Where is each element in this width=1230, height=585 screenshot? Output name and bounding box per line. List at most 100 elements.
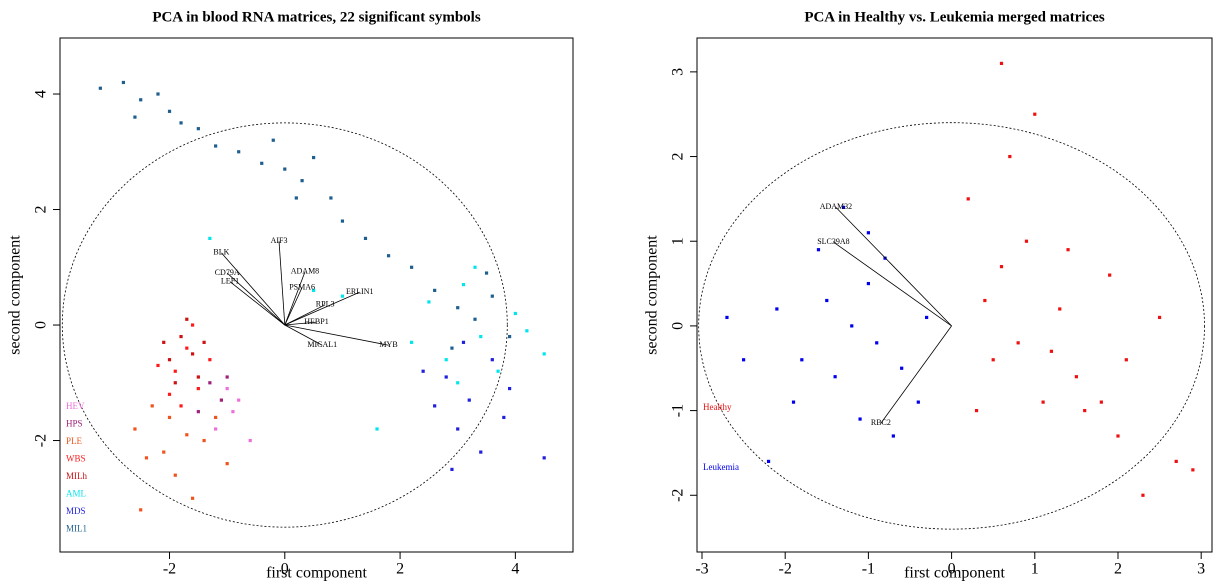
point: [271, 138, 275, 142]
y-tick-label: 2: [670, 153, 687, 161]
point: [825, 298, 829, 303]
point: [260, 161, 264, 165]
point: [340, 219, 345, 223]
point: [1083, 408, 1087, 413]
point: [866, 231, 870, 235]
point: [916, 400, 920, 404]
point: [525, 329, 529, 333]
point: [185, 317, 189, 321]
point: [444, 358, 448, 362]
loading-label: RPL3: [316, 300, 335, 309]
loading-arrow: [835, 207, 952, 327]
point: [375, 427, 379, 431]
point: [1024, 239, 1029, 243]
loading-arrow: [284, 287, 303, 326]
loading-arrow: [226, 272, 286, 326]
point: [167, 358, 172, 362]
point: [196, 386, 200, 391]
point: [741, 358, 746, 362]
point: [294, 196, 298, 200]
y-tick-label: -2: [670, 489, 687, 502]
point: [410, 340, 414, 344]
point: [225, 462, 229, 466]
point: [162, 450, 166, 454]
point: [139, 98, 143, 102]
point: [1016, 341, 1020, 345]
point: [841, 205, 846, 209]
point: [966, 197, 970, 201]
point: [208, 358, 212, 362]
point: [542, 352, 546, 356]
point: [473, 265, 477, 269]
point: [214, 415, 218, 420]
chart-title: PCA in blood RNA matrices, 22 significan…: [152, 9, 481, 25]
point: [300, 179, 304, 183]
loading-label: ERLIN1: [346, 287, 374, 296]
legend-label: HEV: [66, 401, 85, 411]
point: [507, 386, 512, 391]
point: [179, 121, 183, 125]
point: [490, 358, 494, 362]
point: [450, 467, 454, 472]
point: [444, 375, 448, 379]
point: [456, 306, 460, 310]
loading-label: LEF1: [221, 277, 239, 286]
loading-arrow: [278, 241, 286, 326]
point: [725, 315, 729, 320]
plot-area: [725, 61, 1195, 497]
point: [513, 311, 517, 316]
point: [1108, 273, 1112, 277]
point: [196, 127, 200, 131]
point: [433, 288, 437, 292]
point: [833, 375, 837, 379]
point: [1141, 493, 1145, 497]
point: [484, 271, 489, 275]
point: [248, 438, 252, 443]
point: [173, 473, 177, 477]
x-tick-label: -2: [779, 561, 792, 578]
point: [974, 408, 979, 413]
point: [816, 248, 821, 252]
point: [185, 433, 189, 437]
point: [1008, 154, 1012, 159]
loading-label: PSMA6: [289, 282, 315, 291]
x-axis-label: first component: [266, 565, 367, 582]
point: [167, 392, 172, 396]
point: [766, 459, 771, 463]
point: [363, 236, 368, 241]
loading-label: ADAM32: [820, 202, 852, 211]
point: [185, 346, 189, 350]
point: [98, 86, 102, 90]
point: [490, 294, 494, 298]
point: [202, 438, 206, 443]
point: [219, 398, 223, 402]
point: [1157, 315, 1162, 320]
point: [179, 334, 183, 339]
x-tick-label: -2: [163, 561, 176, 578]
loading-arrow: [229, 281, 286, 326]
point: [875, 341, 879, 345]
point: [461, 283, 466, 287]
point: [891, 434, 895, 438]
y-tick-label: 0: [33, 321, 50, 329]
legend-label: Leukemia: [703, 462, 739, 472]
point: [1116, 434, 1120, 438]
point: [991, 358, 995, 362]
point: [507, 334, 512, 339]
chart-title: PCA in Healthy vs. Leukemia merged matri…: [804, 9, 1105, 25]
y-tick-label: 4: [33, 90, 50, 98]
point: [983, 298, 987, 303]
point: [173, 381, 177, 385]
point: [144, 456, 149, 460]
x-tick-label: 2: [396, 561, 404, 578]
y-tick-label: -1: [670, 404, 687, 417]
point: [456, 427, 460, 431]
point: [312, 155, 316, 160]
point: [791, 400, 796, 404]
point: [433, 404, 437, 408]
point: [421, 369, 425, 373]
point: [775, 307, 779, 311]
x-tick-label: 3: [1197, 561, 1205, 578]
loading-arrow: [880, 325, 952, 424]
point: [456, 381, 460, 385]
